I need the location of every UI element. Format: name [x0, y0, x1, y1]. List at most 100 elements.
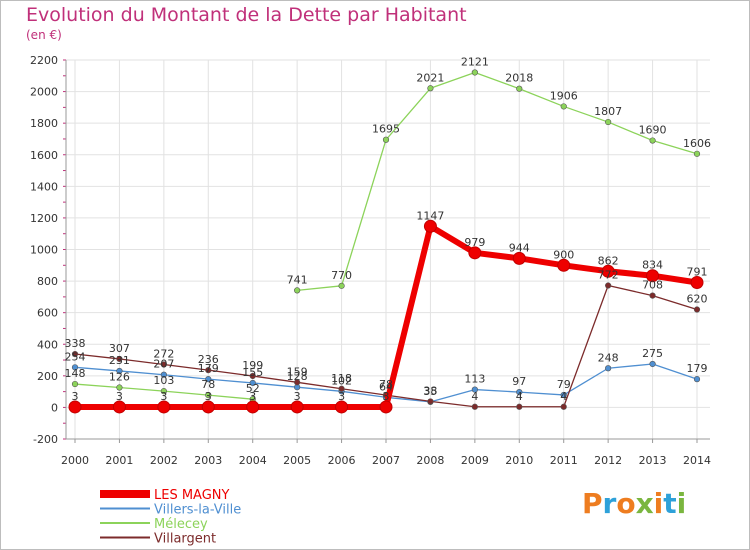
series-line: [297, 71, 698, 292]
data-label: 179: [198, 362, 219, 375]
data-point: [71, 350, 79, 358]
data-label: 3: [72, 390, 79, 403]
data-label: 4: [560, 390, 567, 403]
data-point: [205, 391, 212, 399]
data-point: [116, 355, 123, 363]
data-point: [160, 388, 167, 395]
legend-label: Villargent: [154, 532, 216, 547]
x-tick-label: 2012: [594, 454, 622, 467]
data-point: [68, 400, 82, 414]
y-tick-label: 800: [37, 275, 58, 288]
data-point: [112, 400, 126, 414]
x-tick-label: 2005: [283, 454, 311, 467]
data-label: 254: [65, 350, 86, 363]
y-tick-label: 400: [37, 338, 58, 351]
data-label: 2018: [505, 72, 533, 85]
data-point: [294, 379, 301, 386]
data-point: [560, 103, 567, 110]
data-label: 338: [65, 337, 86, 350]
data-label: 620: [687, 293, 708, 306]
data-label: 64: [379, 380, 393, 393]
y-tick-label: 1000: [30, 244, 58, 257]
data-point: [516, 403, 523, 410]
x-tick-label: 2011: [550, 454, 578, 467]
data-point: [205, 376, 212, 383]
data-point: [249, 372, 256, 380]
data-point: [246, 400, 260, 414]
data-label: 97: [512, 375, 526, 388]
axes: -200 0 200 400 600 800 1000 1200 1400 1600 1800 200…: [30, 54, 711, 467]
legend-label: Mélecey: [154, 517, 208, 532]
x-tick-label: 2009: [461, 454, 489, 467]
data-point: [116, 384, 123, 391]
x-tick-label: 2014: [683, 454, 711, 467]
data-point: [116, 367, 123, 375]
data-label: 2121: [461, 55, 489, 68]
data-point: [338, 282, 345, 289]
data-point: [471, 386, 478, 393]
x-tick-label: 2002: [150, 454, 178, 467]
data-point: [560, 403, 567, 410]
data-point: [693, 150, 701, 157]
data-point: [205, 367, 212, 374]
y-tick-label: 2200: [30, 54, 58, 67]
data-label: 944: [509, 241, 530, 254]
data-point: [690, 276, 704, 290]
y-tick-label: 0: [51, 401, 58, 414]
y-tick-label: 1400: [30, 180, 58, 193]
data-label: 35: [423, 385, 437, 398]
logo-letter: x: [635, 487, 654, 520]
data-label: 2021: [416, 71, 444, 84]
data-label: 1606: [683, 137, 711, 150]
y-tick-label: 200: [37, 370, 58, 383]
x-tick-label: 2007: [372, 454, 400, 467]
data-point: [693, 376, 701, 383]
data-label: 102: [331, 374, 352, 387]
chart-title: Evolution du Montant de la Dette par Hab…: [26, 4, 467, 26]
data-point: [157, 400, 171, 414]
y-tick-label: 600: [37, 307, 58, 320]
data-label: 155: [242, 366, 263, 379]
data-point: [649, 137, 656, 144]
data-point: [605, 118, 612, 126]
data-label: 3: [205, 390, 212, 403]
data-label: 236: [198, 353, 219, 366]
data-point: [512, 251, 526, 265]
data-label: 126: [109, 371, 130, 384]
data-label: 3: [294, 390, 301, 403]
data-label: 3: [338, 390, 345, 403]
legend-label: Villers-la-Ville: [154, 503, 241, 518]
x-tick-label: 2006: [328, 454, 356, 467]
data-point: [468, 246, 482, 260]
data-point: [201, 400, 215, 414]
data-label: 862: [598, 254, 619, 267]
data-point: [605, 365, 612, 372]
data-label: 770: [331, 269, 352, 282]
data-point: [249, 379, 256, 387]
data-label: 118: [331, 372, 352, 385]
data-point: [649, 360, 656, 368]
logo-letter: t: [663, 487, 677, 520]
y-tick-label: 1800: [30, 117, 58, 130]
data-label: 231: [109, 354, 130, 367]
x-tick-label: 2008: [416, 454, 444, 467]
data-point: [160, 361, 167, 368]
data-label: 900: [553, 248, 574, 261]
data-point: [557, 258, 571, 272]
data-label: 791: [687, 266, 708, 279]
data-label: 4: [516, 390, 523, 403]
logo-letter: r: [602, 487, 617, 520]
data-label: 52: [246, 382, 260, 395]
x-tick-label: 2001: [105, 454, 133, 467]
data-label: 741: [287, 273, 308, 286]
data-label: 708: [642, 279, 663, 292]
data-label: 307: [109, 342, 130, 355]
legend: LES MAGNYVillers-la-VilleMéleceyVillarge…: [100, 488, 241, 547]
data-label: 3: [383, 390, 390, 403]
series: [68, 69, 704, 414]
data-label: 3: [160, 390, 167, 403]
data-label: 772: [598, 269, 619, 282]
data-label: 272: [153, 347, 174, 360]
data-point: [290, 400, 304, 414]
data-point: [335, 400, 349, 414]
